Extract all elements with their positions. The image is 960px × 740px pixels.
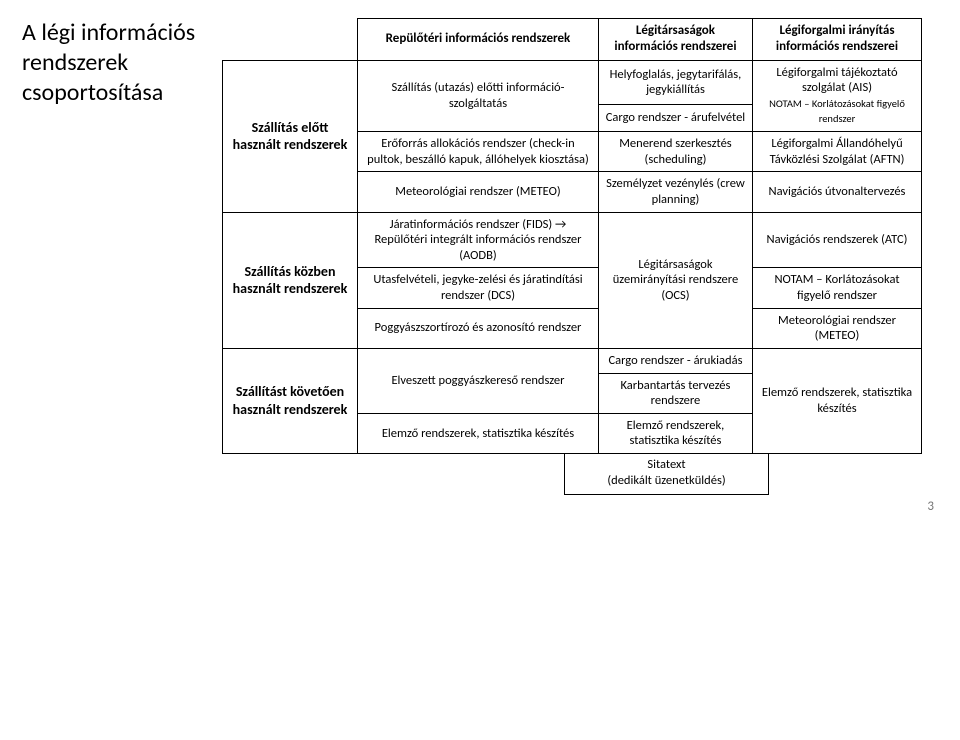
row-header-before: Szállítás előtt használt rendszerek bbox=[223, 60, 358, 212]
cell-before-atc-c: Navigációs útvonaltervezés bbox=[752, 172, 921, 212]
footer-cell-sitatext: Sitatext (dedikált üzenetküldés) bbox=[564, 454, 769, 495]
cell-before-atc-b: Légiforgalmi Állandóhelyű Távközlési Szo… bbox=[752, 132, 921, 172]
row-during-1: Szállítás közben használt rendszerek Jár… bbox=[223, 212, 922, 268]
blank-corner bbox=[223, 19, 358, 61]
page-title: A légi információs rendszerek csoportosí… bbox=[22, 18, 214, 108]
page-wrap: A légi információs rendszerek csoportosí… bbox=[22, 18, 938, 495]
cell-after-airport-a: Elveszett poggyászkereső rendszer bbox=[358, 348, 599, 413]
cell-before-atc-a: Légiforgalmi tájékoztató szolgálat (AIS)… bbox=[752, 60, 921, 132]
cell-before-airline-d: Személyzet vezénylés (crew planning) bbox=[598, 172, 752, 212]
cell-during-airport-a: Járatinformációs rendszer (FIDS) → Repül… bbox=[358, 212, 599, 268]
classification-table: Repülőtéri információs rendszerek Légitá… bbox=[222, 18, 922, 454]
cell-during-airport-b: Utasfelvételi, jegyke-zelési és járatind… bbox=[358, 268, 599, 308]
cell-during-atc-c: Meteorológiai rendszer (METEO) bbox=[752, 308, 921, 348]
cell-before-airline-c: Menerend szerkesztés (scheduling) bbox=[598, 132, 752, 172]
row-header-during: Szállítás közben használt rendszerek bbox=[223, 212, 358, 348]
cell-before-airport-c: Meteorológiai rendszer (METEO) bbox=[358, 172, 599, 212]
row-after-1: Szállítást követően használt rendszerek … bbox=[223, 348, 922, 373]
row-header-after: Szállítást követően használt rendszerek bbox=[223, 348, 358, 453]
cell-before-airline-b: Cargo rendszer - árufelvétel bbox=[598, 104, 752, 131]
cell-before-atc-a-line1: Légiforgalmi tájékoztató szolgálat (AIS) bbox=[776, 65, 897, 96]
title-column: A légi információs rendszerek csoportosí… bbox=[22, 18, 222, 495]
cell-before-atc-a-line2: NOTAM – Korlátozásokat figyelő rendszer bbox=[769, 97, 905, 126]
page-number: 3 bbox=[22, 499, 938, 514]
row-before-1: Szállítás előtt használt rendszerek Szál… bbox=[223, 60, 922, 104]
cell-during-airport-c: Poggyászszortírozó és azonosító rendszer bbox=[358, 308, 599, 348]
cell-after-airline-a: Cargo rendszer - árukiadás bbox=[598, 348, 752, 373]
cell-after-atc: Elemző rendszerek, statisztika készítés bbox=[752, 348, 921, 453]
footer-cell-text: Sitatext (dedikált üzenetküldés) bbox=[607, 457, 725, 488]
cell-after-airline-b: Karbantartás tervezés rendszere bbox=[598, 373, 752, 413]
cell-during-airline: Légitársaságok üzemirányítási rendszere … bbox=[598, 212, 752, 348]
cell-during-atc-a: Navigációs rendszerek (ATC) bbox=[752, 212, 921, 268]
cell-before-airport-b: Erőforrás allokációs rendszer (check-in … bbox=[358, 132, 599, 172]
table-header-row: Repülőtéri információs rendszerek Légitá… bbox=[223, 19, 922, 61]
cell-after-airline-c: Elemző rendszerek, statisztika készítés bbox=[598, 413, 752, 453]
col-header-airline: Légitársaságok információs rendszerei bbox=[598, 19, 752, 61]
cell-before-airport-a: Szállítás (utazás) előtti információ-szo… bbox=[358, 60, 599, 132]
cell-during-atc-b: NOTAM – Korlátozásokat figyelő rendszer bbox=[752, 268, 921, 308]
cell-after-airport-b: Elemző rendszerek, statisztika készítés bbox=[358, 413, 599, 453]
col-header-airport: Repülőtéri információs rendszerek bbox=[358, 19, 599, 61]
col-header-atc: Légiforgalmi irányítás információs rends… bbox=[752, 19, 921, 61]
cell-before-airline-a: Helyfoglalás, jegytarifálás, jegykiállít… bbox=[598, 60, 752, 104]
table-wrap: Repülőtéri információs rendszerek Légitá… bbox=[222, 18, 922, 495]
